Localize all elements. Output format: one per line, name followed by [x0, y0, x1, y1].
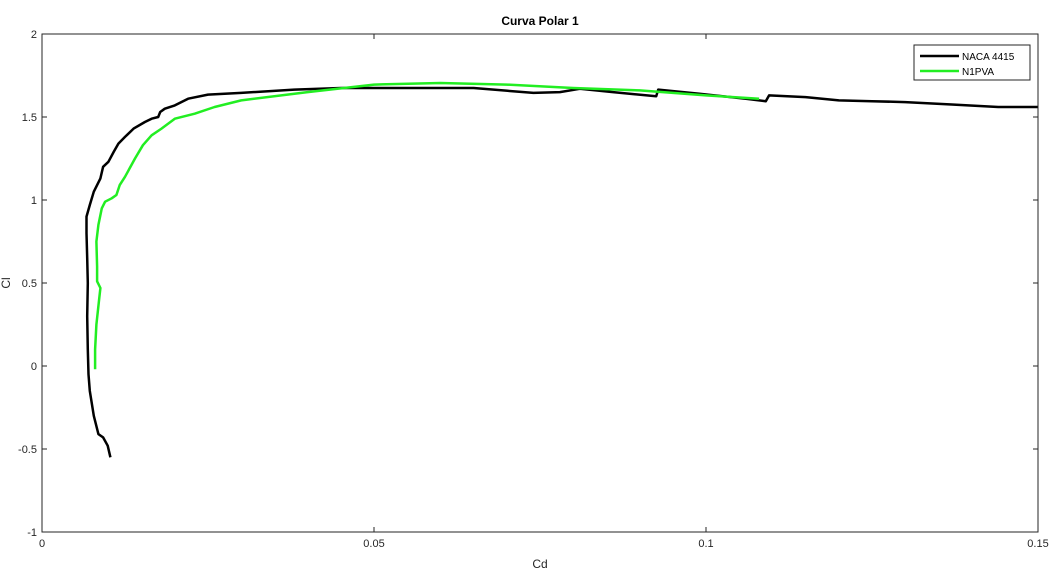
x-tick-label: 0.15	[1027, 538, 1048, 550]
x-tick-label: 0	[39, 538, 45, 550]
series-line-naca-4415	[85, 86, 1038, 458]
legend-label-naca-4415: NACA 4415	[962, 52, 1015, 63]
series-layer	[85, 81, 1038, 458]
legend-label-n1pva: N1PVA	[962, 67, 994, 78]
y-tick-label: 1	[31, 195, 37, 207]
chart-title: Curva Polar 1	[501, 14, 579, 28]
x-tick-label: 0.05	[363, 538, 384, 550]
legend: NACA 4415 N1PVA	[913, 44, 1031, 81]
y-tick-label: -0.5	[18, 444, 37, 456]
y-tick-label: 0.5	[22, 278, 37, 290]
x-tick-label: 0.1	[698, 538, 713, 550]
y-axis-label: Cl	[0, 277, 13, 288]
y-tick-label: 0	[31, 361, 37, 373]
ticks-layer: 0 0.05 0.1 0.15 -1 -0.5 0 0.5 1 1.5 2	[18, 29, 1049, 550]
x-axis-label: Cd	[532, 557, 547, 571]
legend-box	[913, 44, 1031, 81]
series-line-n1pva	[93, 81, 760, 370]
plot-area	[42, 34, 1038, 532]
y-tick-label: -1	[27, 527, 37, 539]
y-tick-label: 1.5	[22, 112, 37, 124]
y-tick-label: 2	[31, 29, 37, 41]
